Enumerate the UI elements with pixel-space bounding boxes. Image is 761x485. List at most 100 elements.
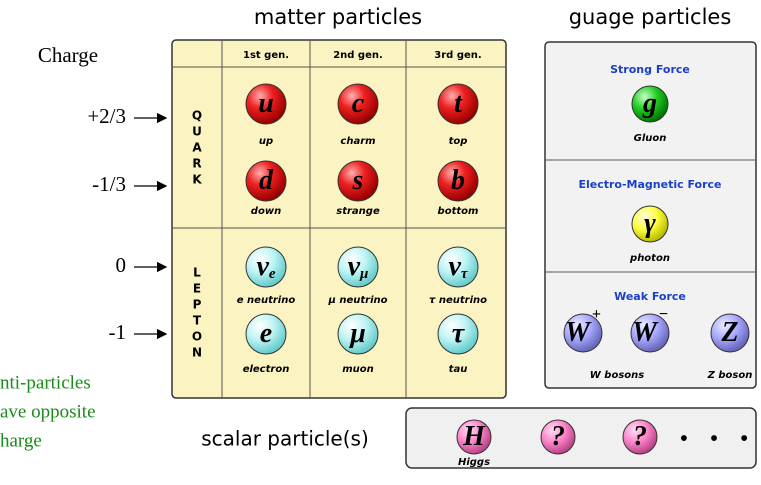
superscript: +: [592, 306, 601, 323]
particle-symbol: νe: [256, 251, 275, 282]
charge-value: 0: [116, 253, 127, 277]
particle-symbol: W+: [565, 306, 601, 349]
scalar-title: scalar particle(s): [201, 427, 369, 451]
note: nti-particles: [0, 372, 91, 393]
particle-symbol: g: [642, 88, 657, 119]
particle: [245, 160, 287, 202]
scalar-box: [405, 407, 757, 469]
particle: [631, 205, 669, 243]
particle-name: tau: [449, 364, 468, 375]
particle: [631, 85, 669, 123]
note: ave opposite: [0, 401, 96, 422]
particle-name: photon: [629, 253, 670, 264]
group-letter: R: [192, 157, 201, 171]
particle-symbol: c: [352, 88, 365, 119]
generation: 3rd gen.: [434, 50, 481, 61]
charge-value: +2/3: [87, 104, 126, 128]
particle-name: down: [251, 206, 281, 217]
particle: [563, 313, 603, 353]
particle: [622, 419, 658, 455]
superscript: −: [659, 306, 668, 323]
symbol: γ: [644, 208, 656, 239]
particle: [437, 83, 479, 125]
note: harge: [0, 430, 42, 451]
particle-symbol: s: [352, 165, 364, 196]
force-title: Strong Force: [610, 63, 690, 76]
symbol: t: [454, 88, 463, 119]
particle: [337, 246, 379, 288]
particle: [245, 313, 287, 355]
particle: [337, 83, 379, 125]
section-title: guage particles: [569, 5, 732, 29]
charge-heading: Charge: [38, 43, 98, 67]
particle-symbol: H: [462, 421, 486, 452]
group-letter: U: [192, 125, 202, 139]
particle: [630, 313, 670, 353]
particle-symbol: γ: [644, 208, 656, 239]
symbol: ?: [633, 421, 647, 452]
particle: [437, 246, 479, 288]
particle-name: Higgs: [458, 457, 490, 468]
particle-symbol: u: [258, 88, 274, 119]
particle-symbol: d: [259, 165, 274, 196]
group-letter: K: [192, 173, 202, 187]
particle-name: W bosons: [590, 370, 644, 381]
symbol: d: [259, 165, 274, 196]
symbol: Z: [720, 317, 738, 348]
force-title: Electro-Magnetic Force: [578, 178, 721, 191]
symbol: s: [352, 165, 364, 196]
particle: [437, 313, 479, 355]
symbol: ν: [448, 251, 461, 282]
particle: [540, 419, 576, 455]
particle-symbol: ?: [633, 421, 647, 452]
force-title: Weak Force: [614, 290, 686, 303]
particle: [245, 83, 287, 125]
symbol: W: [565, 317, 592, 348]
generation: 2nd gen.: [333, 50, 383, 61]
symbol: e: [260, 318, 272, 349]
particle: [337, 160, 379, 202]
particle-symbol: t: [454, 88, 463, 119]
matter-box: [171, 39, 507, 399]
particle-name: Gluon: [634, 133, 667, 144]
symbol: ν: [256, 251, 269, 282]
charge-value: -1: [109, 320, 127, 344]
particle-symbol: W−: [632, 306, 668, 349]
particle: [437, 160, 479, 202]
group-letter: O: [192, 330, 202, 344]
subscript: e: [269, 266, 276, 282]
particle-name: bottom: [438, 206, 479, 217]
particle-name: up: [259, 136, 273, 147]
particle-name: τ neutrino: [429, 295, 487, 306]
particle-name: e neutrino: [237, 295, 296, 306]
particle-symbol: μ: [348, 318, 366, 349]
particle-symbol: b: [451, 165, 465, 196]
particle-name: electron: [243, 364, 290, 375]
particle-symbol: νμ: [348, 251, 369, 282]
symbol: g: [642, 88, 657, 119]
group-letter: T: [193, 314, 202, 328]
group-letter: A: [192, 141, 202, 155]
symbol: W: [632, 317, 659, 348]
particle-name: μ neutrino: [328, 295, 388, 306]
group-letter: N: [192, 346, 202, 360]
symbol: c: [352, 88, 365, 119]
particle-name: muon: [342, 364, 374, 375]
particle-symbol: Z: [720, 317, 738, 348]
charge-value: -1/3: [92, 172, 126, 196]
section-title: matter particles: [254, 5, 422, 29]
symbol: b: [451, 165, 465, 196]
group-letter: E: [193, 282, 201, 296]
particle-name: charm: [340, 136, 375, 147]
group-letter: P: [193, 298, 202, 312]
generation: 1st gen.: [243, 50, 289, 61]
symbol: H: [462, 421, 486, 452]
ellipsis: • • •: [678, 427, 756, 451]
particle-symbol: ντ: [448, 251, 468, 282]
subscript: μ: [359, 266, 368, 282]
particle-symbol: e: [260, 318, 272, 349]
particle-symbol: ?: [551, 421, 565, 452]
symbol: μ: [348, 318, 366, 349]
symbol: u: [258, 88, 274, 119]
